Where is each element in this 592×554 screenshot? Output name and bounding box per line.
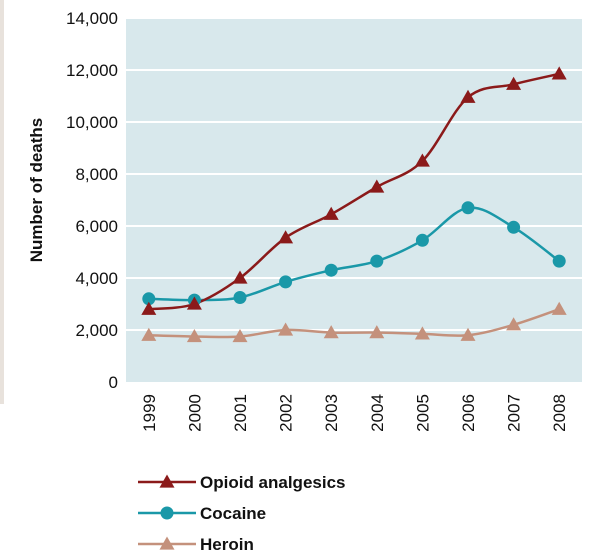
cocaine-point (233, 291, 247, 304)
heroin-point (323, 325, 339, 339)
cocaine-point (142, 292, 156, 306)
opioid-analgesics-point (186, 296, 202, 310)
series-markers (141, 66, 567, 343)
heroin-point (232, 329, 248, 343)
cocaine-point (370, 254, 384, 268)
y-tick-label: 10,000 (66, 113, 118, 132)
legend-cocaine-label: Cocaine (200, 504, 266, 523)
x-tick-label: 2005 (413, 394, 432, 432)
heroin-line (148, 308, 560, 339)
cocaine-point (507, 220, 521, 234)
legend-cocaine-marker (160, 506, 174, 520)
opioid-analgesics-point (460, 89, 476, 103)
y-tick-label: 4,000 (75, 269, 118, 288)
x-tick-label: 2004 (368, 394, 387, 432)
gridlines (126, 17, 582, 331)
y-tick-label: 8,000 (75, 165, 118, 184)
opioid-analgesics-point (141, 301, 157, 315)
cocaine-point (461, 201, 475, 215)
cocaine-point (552, 254, 566, 268)
opioid-analgesics-point (278, 230, 294, 244)
legend-opioid-analgesics-marker (159, 474, 175, 488)
x-tick-label: 1999 (140, 394, 159, 432)
heroin-point (278, 322, 294, 336)
y-tick-label: 12,000 (66, 61, 118, 80)
y-tick-label: 6,000 (75, 217, 118, 236)
opioid-analgesics-point (506, 76, 522, 90)
heroin-point (141, 327, 157, 341)
x-tick-label: 2003 (322, 394, 341, 432)
opioid-analgesics-point (323, 206, 339, 220)
legend-heroin-marker (159, 536, 175, 550)
cocaine-line (148, 206, 560, 302)
cocaine-point (279, 275, 293, 289)
heroin-point (551, 301, 567, 315)
legend: Opioid analgesics Cocaine Heroin (138, 473, 346, 554)
heroin-point (369, 325, 385, 339)
y-tick-label: 0 (109, 373, 118, 392)
cocaine-point (324, 263, 338, 277)
heroin-point (460, 327, 476, 341)
y-axis-ticks: 0 2,000 4,000 6,000 8,000 10,000 12,000 14,000 (66, 9, 118, 392)
cocaine-point (415, 233, 429, 247)
x-tick-label: 2008 (550, 394, 569, 432)
heroin-point (506, 317, 522, 331)
series-lines (148, 72, 560, 339)
x-tick-label: 2006 (459, 394, 478, 432)
x-axis-ticks: 1999 2000 2001 2002 2003 2004 2005 2006 2007 2008 (140, 394, 569, 432)
x-tick-label: 2001 (231, 394, 250, 432)
x-tick-label: 2007 (505, 394, 524, 432)
opioid-analgesics-point (551, 66, 567, 80)
y-axis-label: Number of deaths (27, 118, 46, 263)
opioid-analgesics-point (369, 179, 385, 193)
left-border-rule (0, 0, 4, 404)
legend-heroin-label: Heroin (200, 535, 254, 554)
y-tick-label: 2,000 (75, 321, 118, 340)
opioid-analgesics-line (148, 72, 560, 311)
legend-opioid-analgesics-label: Opioid analgesics (200, 473, 346, 492)
opioid-analgesics-point (232, 270, 248, 284)
x-tick-label: 2000 (185, 394, 204, 432)
y-tick-label: 14,000 (66, 9, 118, 28)
heroin-point (186, 329, 202, 343)
opioid-analgesics-point (414, 153, 430, 167)
heroin-point (414, 326, 430, 340)
x-tick-label: 2002 (277, 394, 296, 432)
